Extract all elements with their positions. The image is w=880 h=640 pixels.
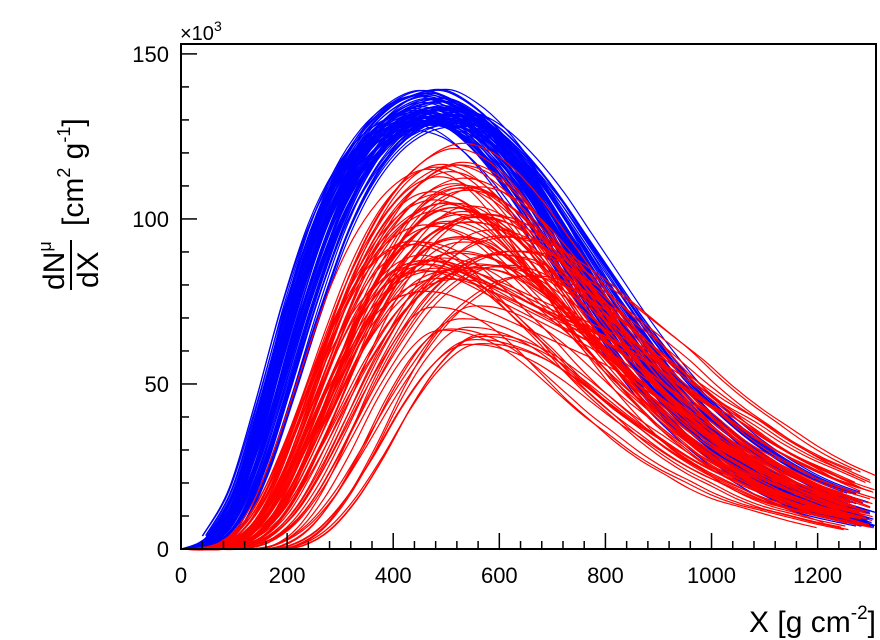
y-axis-fraction-numerator-sup: μ xyxy=(35,241,55,251)
y-axis-multiplier: ×103 xyxy=(180,18,222,45)
x-tick-label: 1200 xyxy=(793,563,842,588)
red-curve xyxy=(190,333,858,550)
y-axis-unit-sup1: 2 xyxy=(54,168,74,178)
red-curve xyxy=(206,213,872,550)
red-curve xyxy=(195,252,825,550)
red-curve xyxy=(181,257,867,551)
red-curve xyxy=(207,164,860,550)
red-curve xyxy=(194,263,851,550)
x-axis-title: X [g cm-2] xyxy=(749,603,876,639)
red-curve xyxy=(191,254,842,551)
y-tick-label: 150 xyxy=(132,42,169,67)
red-curve xyxy=(181,328,849,550)
y-axis-title: dNμ dX [cm2 g-1] xyxy=(35,118,105,290)
y-axis-fraction-numerator: dNμ xyxy=(35,241,71,290)
x-axis-title-exponent: -2 xyxy=(851,603,868,624)
red-curve xyxy=(206,343,866,550)
red-curve xyxy=(196,329,844,550)
red-curve xyxy=(185,253,864,550)
x-tick-label: 600 xyxy=(481,563,518,588)
y-tick-label: 0 xyxy=(157,537,169,562)
red-curve xyxy=(195,266,859,550)
curve-layer xyxy=(181,88,876,551)
red-curve xyxy=(195,171,859,551)
blue-curve xyxy=(202,107,850,547)
red-curve xyxy=(182,210,873,551)
x-tick-labels: 0 200 400 600 800 1000 1200 xyxy=(175,563,842,588)
y-axis-unit: [cm2 g-1] xyxy=(54,118,90,226)
y-axis-unit-sup2: -1 xyxy=(54,127,74,143)
red-curve xyxy=(203,264,861,550)
red-curve xyxy=(185,305,873,550)
red-curve xyxy=(203,221,844,550)
red-curve xyxy=(199,306,817,550)
tick-layer xyxy=(180,53,861,550)
red-curve xyxy=(195,250,856,550)
x-tick-label: 200 xyxy=(269,563,306,588)
red-curve xyxy=(205,216,854,550)
y-axis-multiplier-exponent: 3 xyxy=(214,18,222,34)
plot-frame xyxy=(180,43,877,550)
y-tick-labels: 0 50 100 150 xyxy=(132,42,169,562)
red-curve xyxy=(208,177,857,550)
x-tick-label: 800 xyxy=(587,563,624,588)
red-curve xyxy=(196,222,867,551)
x-tick-label: 400 xyxy=(375,563,412,588)
y-tick-label: 100 xyxy=(132,207,169,232)
y-tick-label: 50 xyxy=(145,372,169,397)
y-axis-fraction-denominator: dX xyxy=(72,251,105,288)
red-curve xyxy=(201,240,846,550)
red-curve xyxy=(186,236,861,550)
x-tick-label: 1000 xyxy=(687,563,736,588)
x-tick-label: 0 xyxy=(175,563,187,588)
red-curve xyxy=(188,263,845,550)
